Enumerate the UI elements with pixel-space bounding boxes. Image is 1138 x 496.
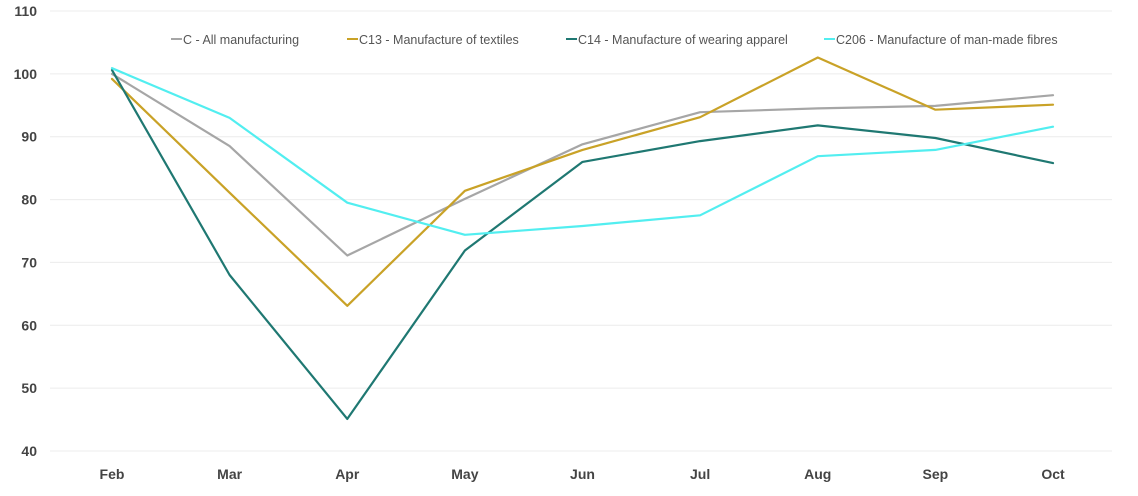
series-line-3 [110, 68, 1055, 420]
legend-item-2[interactable]: C13 - Manufacture of textiles [347, 33, 519, 47]
series-line-1 [110, 72, 1055, 257]
y-tick-label: 50 [21, 380, 37, 396]
x-tick-label: Sep [923, 466, 949, 482]
x-tick-label: Oct [1041, 466, 1065, 482]
y-tick-label: 70 [21, 254, 37, 270]
x-tick-label: Aug [804, 466, 831, 482]
y-tick-label: 100 [14, 66, 38, 82]
legend-label: C206 - Manufacture of man-made fibres [836, 33, 1058, 47]
legend-item-4[interactable]: C206 - Manufacture of man-made fibres [824, 33, 1058, 47]
series-line-4 [110, 67, 1055, 236]
x-tick-label: Jun [570, 466, 595, 482]
series-group [110, 56, 1055, 420]
y-tick-label: 90 [21, 129, 37, 145]
legend-label: C13 - Manufacture of textiles [359, 33, 519, 47]
y-tick-label: 80 [21, 192, 37, 208]
x-axis: Feb Mar Apr May Jun Jul Aug Sep Oct [100, 466, 1065, 482]
x-tick-label: Apr [335, 466, 360, 482]
legend-label: C14 - Manufacture of wearing apparel [578, 33, 788, 47]
y-tick-label: 110 [14, 3, 37, 19]
x-tick-label: Feb [100, 466, 125, 482]
x-tick-label: Jul [690, 466, 710, 482]
series-line-2 [110, 56, 1055, 307]
legend-item-3[interactable]: C14 - Manufacture of wearing apparel [566, 33, 788, 47]
x-tick-label: May [451, 466, 478, 482]
y-axis: 40 50 60 70 80 90 100 110 [14, 3, 38, 459]
y-tick-label: 60 [21, 317, 37, 333]
legend: C - All manufacturing C13 - Manufacture o… [171, 33, 1058, 47]
legend-label: C - All manufacturing [183, 33, 299, 47]
legend-item-1[interactable]: C - All manufacturing [171, 33, 299, 47]
y-tick-label: 40 [21, 443, 37, 459]
grid [50, 10, 1112, 452]
x-tick-label: Mar [217, 466, 242, 482]
